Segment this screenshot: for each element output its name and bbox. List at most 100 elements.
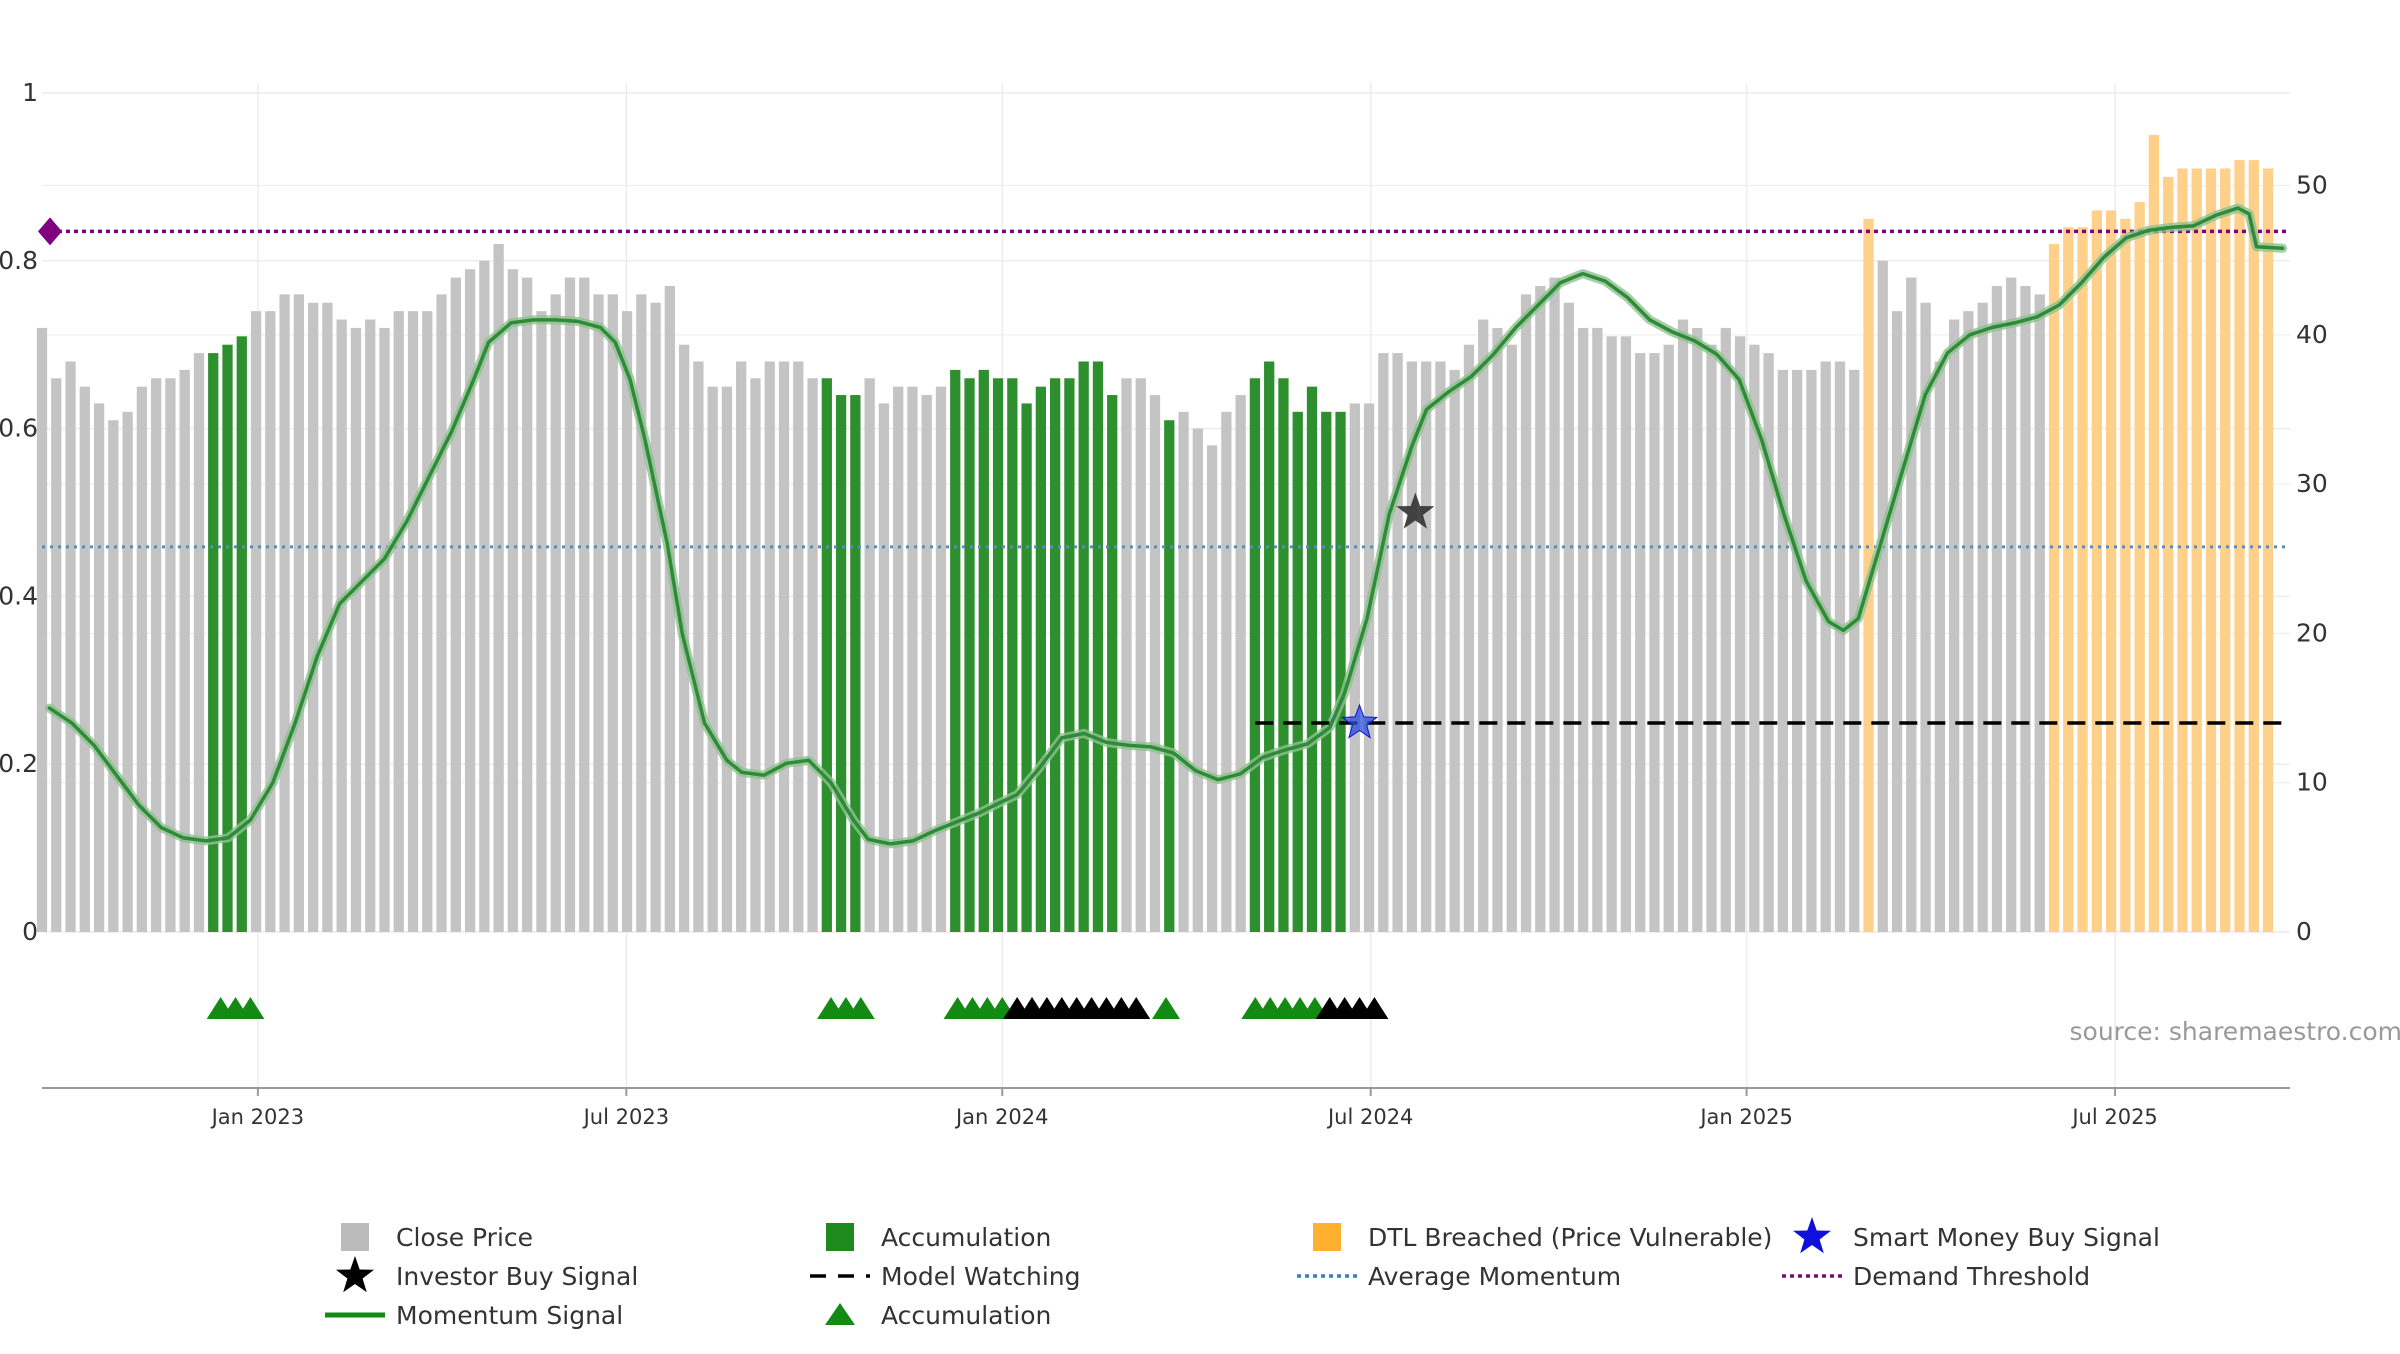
source-label: source: sharemaestro.com [2070, 1017, 2400, 1046]
accumulation-bar [1335, 412, 1345, 932]
close-price-bar [1549, 278, 1559, 932]
close-price-bar [436, 294, 446, 932]
legend-item: Momentum Signal [325, 1301, 623, 1330]
close-price-bar [879, 403, 889, 932]
close-price-bar [180, 370, 190, 932]
close-price-bar [1649, 353, 1659, 932]
close-price-bar [1207, 445, 1217, 932]
x-axis-tick-label: Jan 2024 [954, 1105, 1049, 1129]
close-price-bar [379, 328, 389, 932]
legend-swatch-square [826, 1223, 854, 1251]
close-price-bar [622, 311, 632, 932]
accumulation-bar [964, 378, 974, 932]
dtl-breached-bar [2049, 244, 2059, 932]
close-price-bar [1892, 311, 1902, 932]
close-price-bar [2006, 278, 2016, 932]
close-price-bar [1236, 395, 1246, 932]
legend-label: Accumulation [881, 1301, 1051, 1330]
accumulation-bar [1107, 395, 1117, 932]
legend-label: Close Price [396, 1223, 533, 1252]
dtl-breached-bar [2192, 169, 2202, 932]
close-price-bar [1949, 320, 1959, 932]
close-price-bar [337, 320, 347, 932]
close-price-bar [1621, 336, 1631, 932]
close-price-bar [1792, 370, 1802, 932]
close-price-bar [37, 328, 47, 932]
close-price-bar [1521, 294, 1531, 932]
close-price-bar [294, 294, 304, 932]
close-price-bar [422, 311, 432, 932]
close-price-bar [893, 387, 903, 932]
accumulation-bar [1293, 412, 1303, 932]
legend-label: Average Momentum [1368, 1262, 1621, 1291]
left-axis-tick-label: 0 [22, 917, 38, 946]
close-price-bar [65, 361, 75, 932]
legend-label: Accumulation [881, 1223, 1051, 1252]
close-price-bar [1150, 395, 1160, 932]
x-axis-tick-label: Jul 2024 [1326, 1105, 1413, 1129]
close-price-bar [1492, 328, 1502, 932]
dtl-breached-bar [2177, 169, 2187, 932]
legend-swatch-star [336, 1256, 374, 1292]
legend-item: DTL Breached (Price Vulnerable) [1313, 1223, 1772, 1252]
legend-label: DTL Breached (Price Vulnerable) [1368, 1223, 1772, 1252]
close-price-bar [593, 294, 603, 932]
x-axis-tick-label: Jan 2023 [210, 1105, 305, 1129]
close-price-bar [1378, 353, 1388, 932]
dtl-breached-bar [2134, 202, 2144, 932]
right-axis-tick-label: 50 [2296, 171, 2328, 200]
accumulation-bar [822, 378, 832, 932]
left-axis-tick-label: 1 [22, 78, 38, 107]
close-price-bar [1664, 345, 1674, 932]
close-price-bar [608, 294, 618, 932]
legend-label: Investor Buy Signal [396, 1262, 638, 1291]
demand-threshold-marker [38, 217, 62, 245]
close-price-bar [151, 378, 161, 932]
close-price-bar [907, 387, 917, 932]
x-axis-tick-label: Jul 2023 [582, 1105, 669, 1129]
right-axis-tick-label: 40 [2296, 320, 2328, 349]
close-price-bar [408, 311, 418, 932]
accumulation-bar [1250, 378, 1260, 932]
close-price-bar [1136, 378, 1146, 932]
close-price-bar [451, 278, 461, 932]
accumulation-bar [1321, 412, 1331, 932]
close-price-bar [1607, 336, 1617, 932]
close-price-bar [1507, 345, 1517, 932]
close-price-bar [1535, 286, 1545, 932]
close-price-bar [1678, 320, 1688, 932]
close-price-bar [122, 412, 132, 932]
close-price-bar [779, 361, 789, 932]
legend-item: Accumulation [826, 1223, 1051, 1252]
x-axis-tick-label: Jul 2025 [2070, 1105, 2157, 1129]
accumulation-bar [1278, 378, 1288, 932]
accumulation-bar [1050, 378, 1060, 932]
left-axis-tick-label: 0.4 [0, 581, 38, 610]
close-price-bar [1193, 429, 1203, 932]
close-price-bar [1121, 378, 1131, 932]
accumulation-bar [237, 336, 247, 932]
close-price-bar [936, 387, 946, 932]
accumulation-bar [1064, 378, 1074, 932]
close-price-bar [1806, 370, 1816, 932]
accumulation-bar [1264, 361, 1274, 932]
left-axis-tick-label: 0.8 [0, 246, 38, 275]
legend-label: Smart Money Buy Signal [1853, 1223, 2160, 1252]
markers-layer [207, 997, 1389, 1019]
accumulation-bar [1079, 361, 1089, 932]
close-price-bar [1564, 303, 1574, 932]
close-price-bar [1221, 412, 1231, 932]
close-price-bar [265, 311, 275, 932]
legend-swatch-star [1793, 1217, 1831, 1253]
close-price-bar [2035, 294, 2045, 932]
close-price-bar [1692, 328, 1702, 932]
close-price-bar [1849, 370, 1859, 932]
close-price-bar [2020, 286, 2030, 932]
dtl-breached-bar [2063, 227, 2073, 932]
bars-layer [37, 135, 2273, 932]
close-price-bar [522, 278, 532, 932]
close-price-bar [1735, 336, 1745, 932]
close-price-bar [1478, 320, 1488, 932]
close-price-bar [736, 361, 746, 932]
